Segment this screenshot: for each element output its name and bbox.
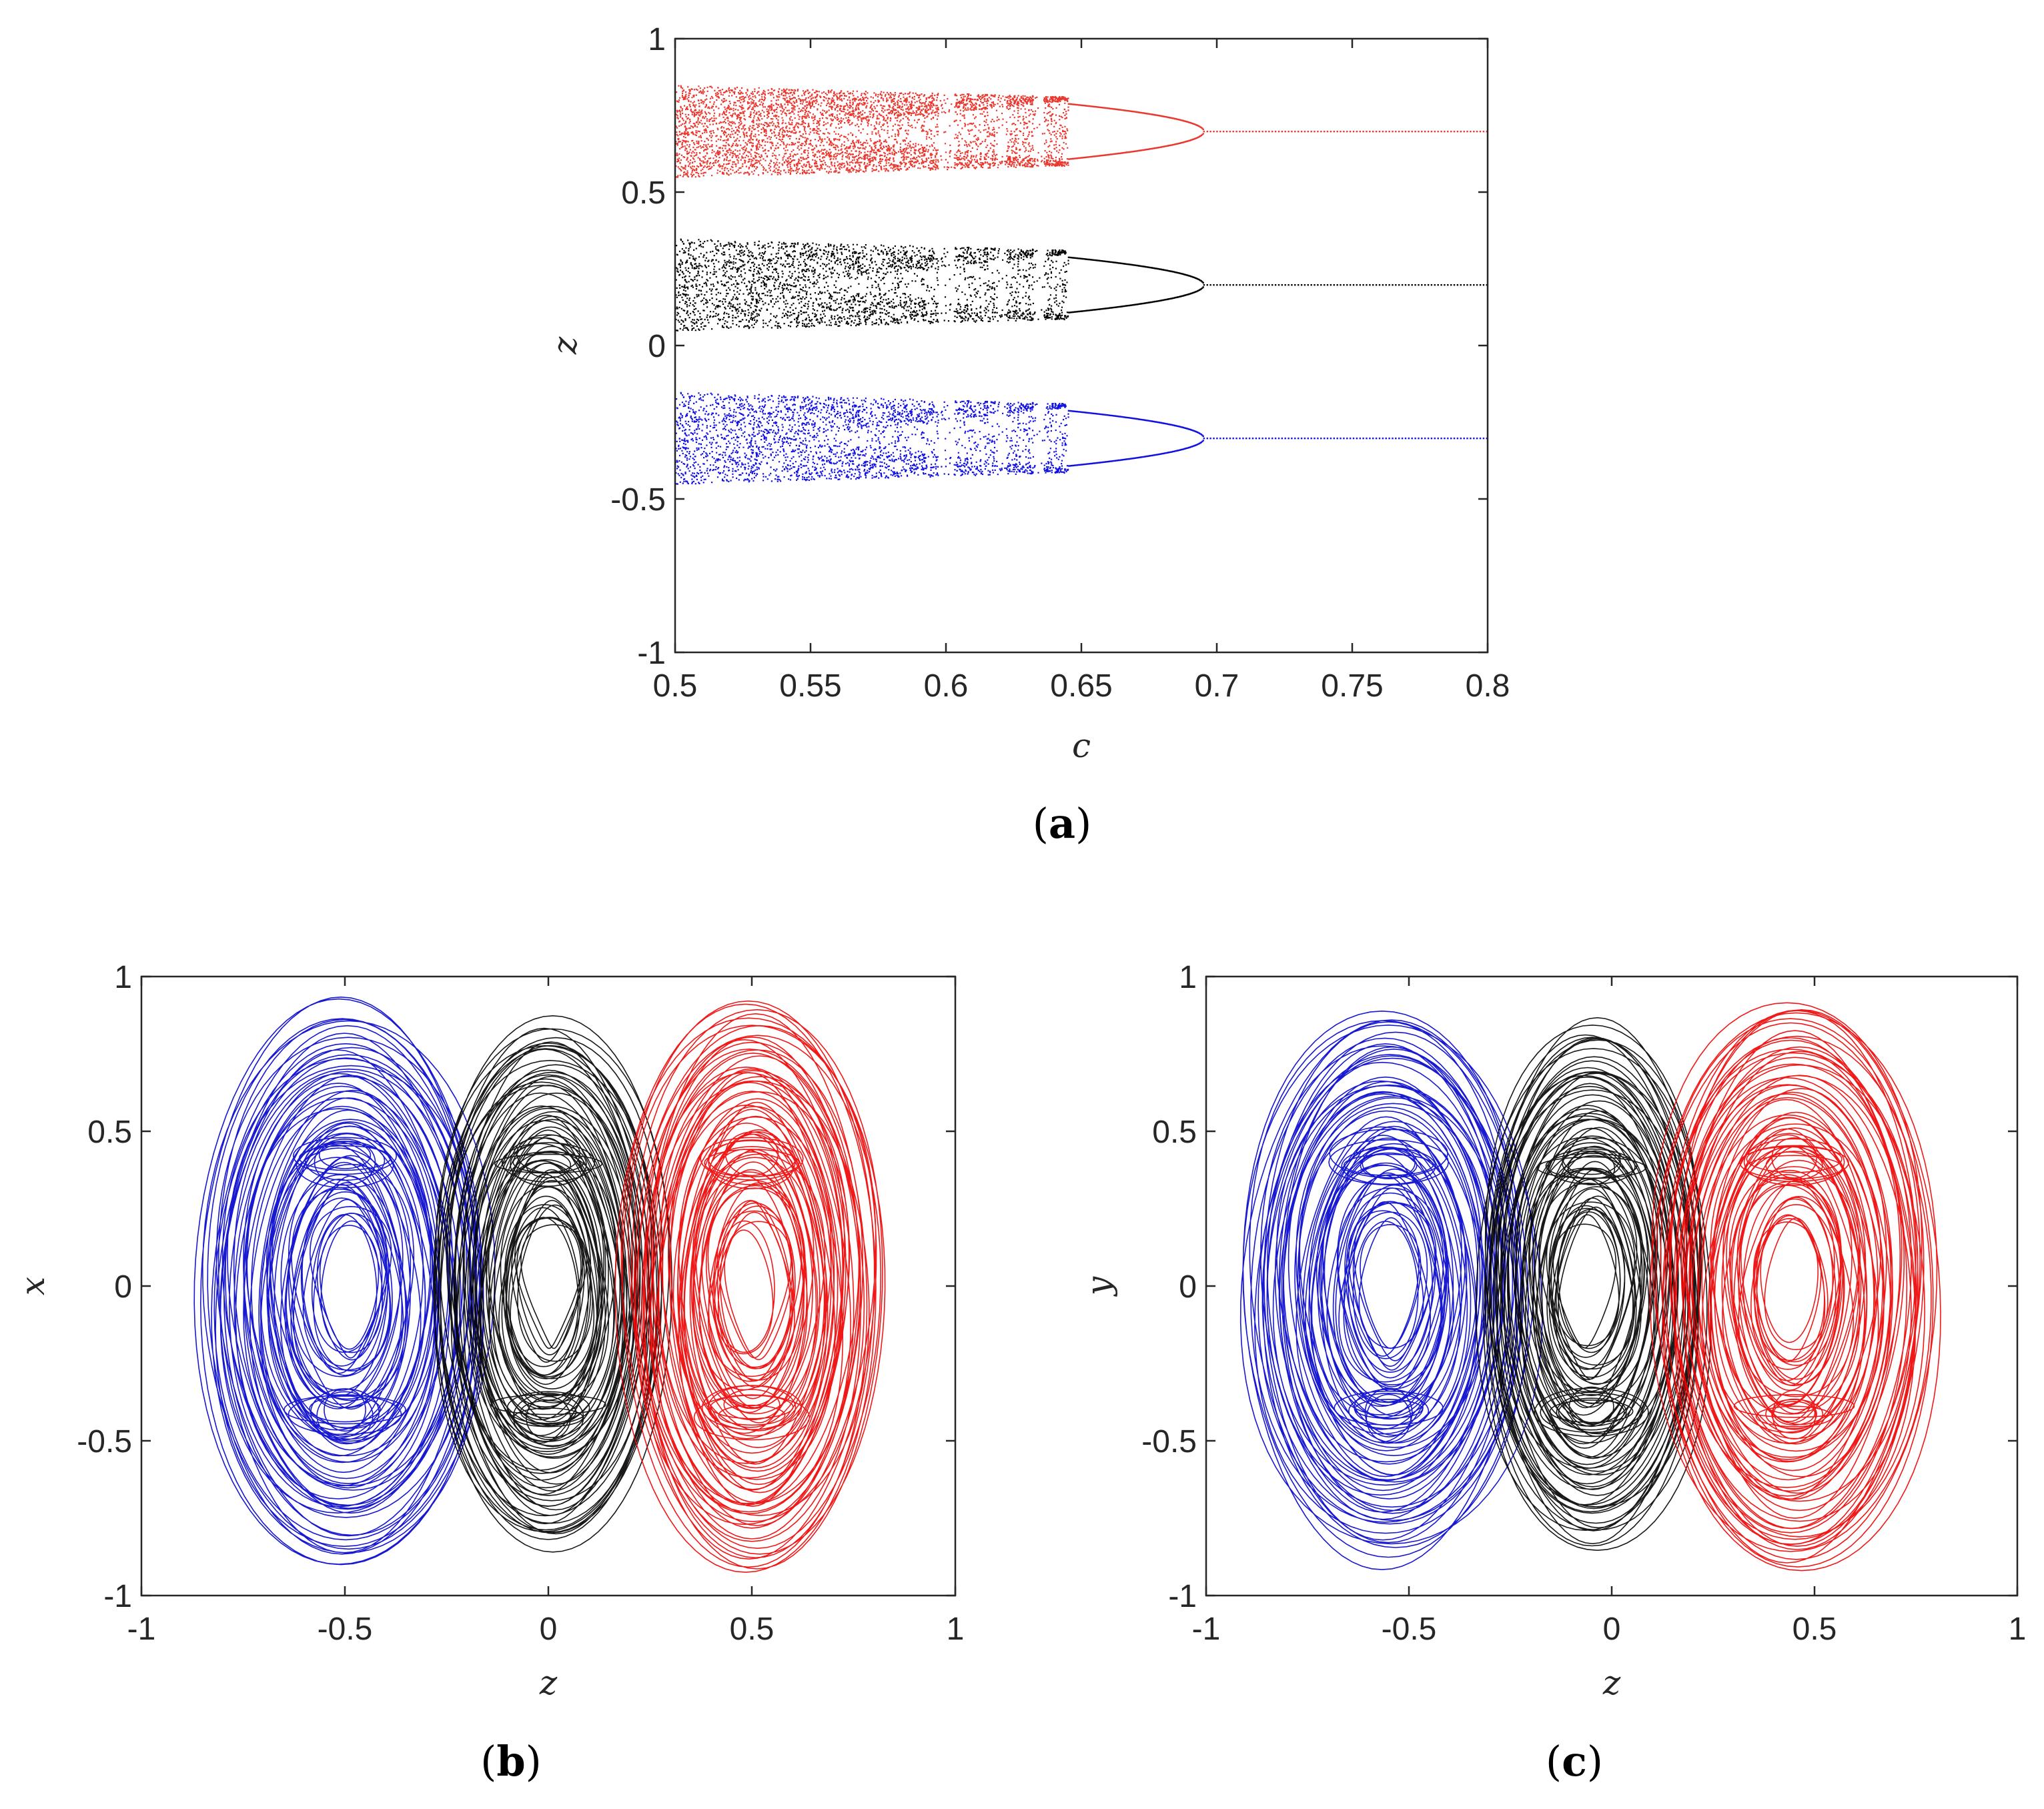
panel-b-caption: (b) [480,1737,542,1786]
panel-b-ticks: -1 -0.5 0 0.5 1 -1 -0.5 0 0.5 1 [77,960,964,1647]
y-tick-label: -1 [1168,1579,1197,1614]
x-tick-label: 0.5 [1793,1612,1837,1647]
x-tick-label: -1 [1192,1612,1221,1647]
y-tick-label: 0 [1179,1269,1197,1305]
y-tick-label: 1 [648,22,666,57]
panel-c-data [1239,1002,1941,1572]
x-tick-label: 1 [2009,1612,2027,1647]
y-tick-label: 0 [648,329,666,364]
y-tick-label: 1 [114,960,132,995]
trajectory-blue [193,996,496,1566]
x-tick-label: 0.8 [1466,668,1510,704]
x-tick-label: 0 [1603,1612,1621,1647]
bifurcation-points-blue [675,392,1488,485]
panel-c-ticks: -1 -0.5 0 0.5 1 -1 -0.5 0 0.5 1 [1141,960,2026,1647]
x-tick-label: 0.7 [1195,668,1239,704]
series-red [675,85,1488,178]
panel-c-caption: (c) [1546,1737,1603,1786]
y-tick-label: 0.5 [87,1115,132,1150]
y-tick-label: -0.5 [77,1424,132,1459]
series-black [675,238,1488,332]
x-tick-label: -1 [127,1612,156,1647]
panel-a-data [675,85,1488,485]
panel-b-y-axis-label: x [13,1277,52,1295]
x-tick-label: -0.5 [1382,1612,1437,1647]
x-tick-label: 0.65 [1050,668,1112,704]
y-tick-label: 0 [114,1269,132,1305]
y-tick-label: 1 [1179,960,1197,995]
panel-c-y-axis-label: y [1079,1276,1118,1297]
panel-a-ticks: 0.5 0.55 0.6 0.65 0.7 0.75 0.8 -1 -0.5 0 0.5 1 [610,22,1510,704]
panel-b-phase-zx: -1 -0.5 0 0.5 1 -1 -0.5 0 0.5 1 z x (b) [13,960,964,1786]
y-tick-label: -0.5 [1141,1424,1197,1459]
y-tick-label: -1 [637,636,666,671]
panel-b-x-axis-label: z [539,1664,558,1702]
y-tick-label: 0.5 [621,175,666,211]
trajectory-red [1650,1002,1941,1572]
x-tick-label: 0.5 [730,1612,775,1647]
y-tick-label: -1 [103,1579,132,1614]
y-tick-label: -0.5 [610,482,666,518]
trajectory-red [614,1000,886,1573]
x-tick-label: 0.5 [653,668,698,704]
x-tick-label: 0 [540,1612,558,1647]
y-tick-label: 0.5 [1152,1115,1197,1150]
panel-c-x-axis-label: z [1602,1664,1621,1702]
trajectory-black [1475,1017,1712,1552]
panel-a-caption: (a) [1033,799,1092,848]
panel-a-x-axis-label: c [1072,726,1091,765]
panel-c-phase-zy: -1 -0.5 0 0.5 1 -1 -0.5 0 0.5 1 z y (c) [1079,960,2026,1786]
trajectory-blue [1239,1010,1543,1570]
x-tick-label: 0.6 [924,668,969,704]
bifurcation-points-red [675,85,1488,178]
panel-a-y-axis-label: z [546,336,584,355]
x-tick-label: 0.75 [1321,668,1383,704]
panel-b-data [193,996,886,1573]
bifurcation-points-black [675,238,1488,332]
x-tick-label: 1 [947,1612,965,1647]
x-tick-label: 0.55 [779,668,841,704]
trajectory-black [433,1015,672,1553]
series-blue [675,392,1488,485]
panel-a-bifurcation: 0.5 0.55 0.6 0.65 0.7 0.75 0.8-1-0.500.51 c z … [546,22,1510,848]
x-tick-label: -0.5 [318,1612,373,1647]
